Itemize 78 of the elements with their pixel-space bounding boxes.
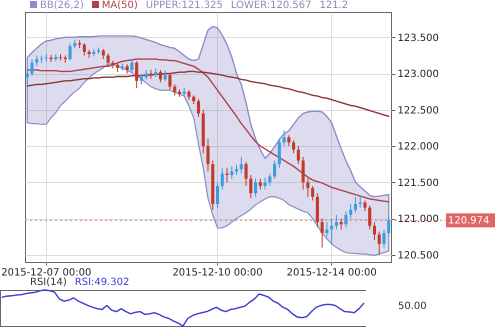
y-tick-label: 122.000 [398, 142, 439, 153]
candlestick [330, 218, 334, 244]
candlestick [306, 178, 310, 198]
candlestick [287, 134, 290, 147]
legend-label: BB(26,2) [40, 0, 84, 11]
candlestick [240, 156, 243, 174]
candlestick [325, 222, 328, 238]
candlestick [311, 185, 314, 201]
candlestick [158, 69, 162, 83]
candlestick [268, 173, 272, 186]
line-series [26, 58, 390, 203]
candlestick [249, 174, 252, 199]
candlestick [344, 210, 348, 228]
candlestick [230, 166, 234, 180]
candlestick [187, 90, 191, 100]
line-series [26, 26, 390, 198]
candlestick [273, 160, 276, 180]
candlestick [363, 200, 367, 212]
text: 50.00 [398, 301, 427, 312]
candlestick [216, 182, 220, 208]
candlestick [144, 69, 148, 80]
y-tick-label: 123.500 [398, 32, 439, 44]
candlestick [334, 214, 338, 230]
candlestick [196, 98, 200, 118]
candlestick [26, 67, 29, 85]
candlestick [44, 54, 48, 62]
candlestick [106, 52, 110, 67]
candlestick [378, 231, 381, 256]
candlestick [254, 178, 258, 198]
candlestick [220, 167, 224, 190]
candlestick [225, 167, 229, 183]
candlestick [320, 218, 324, 248]
candlestick [35, 54, 38, 67]
candlestick [206, 138, 210, 172]
candlestick [135, 60, 138, 89]
candlestick [387, 216, 390, 235]
x-tick-label: 2015-12-14 00:00 [286, 268, 377, 278]
y-tick-label: 121.500 [398, 178, 439, 189]
candlestick [102, 48, 105, 60]
y-tick-label: 122.500 [398, 105, 439, 116]
candlestick [340, 218, 343, 230]
candlestick [372, 222, 376, 241]
candlestick [173, 84, 176, 96]
chart-title: RSI(14) [30, 277, 67, 288]
candlestick [258, 178, 262, 190]
legend-label: MA(50) [102, 0, 138, 11]
ref-line-label: 120.974 [448, 215, 490, 226]
candlestick [349, 204, 352, 220]
text: LOWER:120.567 [230, 0, 312, 11]
y-tick-label: 120.500 [398, 250, 439, 262]
candlestick [264, 177, 267, 190]
candlestick [234, 164, 238, 176]
text: 121.2 [320, 0, 348, 11]
candlestick [354, 196, 357, 214]
candlestick [282, 130, 286, 147]
candlestick [30, 58, 34, 76]
candlestick [292, 140, 296, 154]
series-label: RSI:49.302 [74, 277, 130, 288]
y-tick-label: 123.000 [398, 69, 439, 80]
candlestick [168, 73, 172, 90]
x-tick-label: 2015-12-07 00:00 [1, 268, 92, 278]
candlestick [358, 194, 362, 208]
candlestick [296, 146, 300, 165]
x-tick-label: 2015-12-10 00:00 [172, 268, 263, 278]
candlestick [116, 62, 120, 73]
candlestick [82, 42, 86, 56]
candlestick [368, 204, 372, 230]
candlestick [126, 64, 129, 74]
candlestick [164, 70, 167, 82]
candlestick [68, 42, 72, 62]
candlestick [140, 73, 143, 85]
candlestick [278, 138, 281, 168]
candlestick [382, 228, 386, 248]
candlestick [130, 58, 134, 73]
y-tick-label: 121.000 [398, 214, 439, 226]
candlestick [244, 162, 248, 186]
candlestick [302, 156, 305, 190]
text: UPPER:121.325 [146, 0, 223, 11]
